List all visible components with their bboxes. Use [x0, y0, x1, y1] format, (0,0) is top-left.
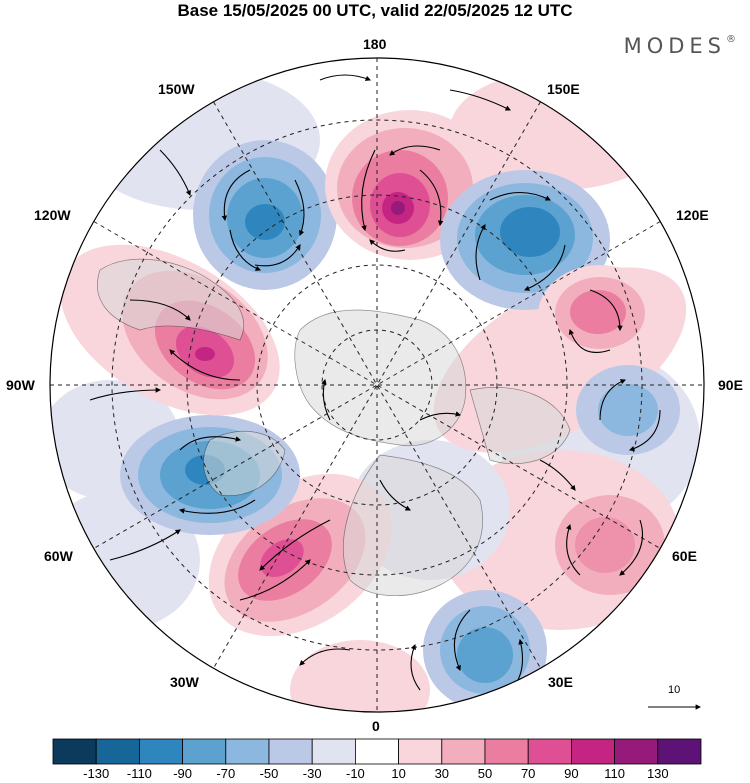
colorbar-swatch — [657, 738, 702, 765]
colorbar-swatch — [311, 738, 356, 765]
lon-label-30e: 30E — [548, 674, 573, 690]
lon-label-150e: 150E — [547, 81, 580, 97]
lon-label-30w: 30W — [170, 674, 199, 690]
lon-label-120e: 120E — [676, 207, 709, 223]
anomaly-neg-30e — [423, 590, 547, 710]
lon-label-60w: 60W — [44, 548, 73, 564]
map-title: Base 15/05/2025 00 UTC, valid 22/05/2025… — [177, 1, 573, 20]
anomaly-pos-60e — [555, 495, 665, 595]
colorbar-tick-label: 30 — [434, 766, 450, 781]
colorbar-tick-label: 130 — [646, 766, 669, 781]
colorbar-swatch — [398, 738, 443, 765]
colorbar-swatch — [138, 738, 183, 765]
lon-label-90w: 90W — [6, 377, 35, 393]
lon-label-0: 0 — [372, 718, 380, 734]
colorbar-swatch — [484, 738, 529, 765]
colorbar-swatch — [52, 738, 97, 765]
colorbar-tick-label: -70 — [216, 766, 236, 781]
graticule — [50, 58, 704, 712]
anomaly-pos-110e — [538, 265, 662, 365]
colorbar-tick-label: -10 — [345, 766, 365, 781]
lon-label-180: 180 — [363, 36, 387, 52]
map-border — [49, 57, 705, 713]
colorbar-tick-label: 10 — [391, 766, 406, 781]
anomaly-neg-90e — [576, 365, 680, 455]
wind-vectors — [89, 74, 661, 701]
lon-label-90e: 90E — [718, 377, 743, 393]
colorbar-tick-label: 110 — [604, 766, 625, 781]
colorbar-swatch — [441, 738, 486, 765]
colorbar-swatch — [571, 738, 616, 765]
modes-logo: MODES® — [623, 34, 736, 58]
colorbar-tick-label: 90 — [564, 766, 579, 781]
anomaly-field — [50, 58, 704, 712]
lon-label-60e: 60E — [672, 548, 697, 564]
colorbar-swatch — [95, 738, 140, 765]
lon-label-150w: 150W — [158, 81, 195, 97]
reference-vector-label: 10 — [668, 684, 681, 696]
colorbar-tick-label: -50 — [259, 766, 279, 781]
colorbar-swatch — [268, 738, 313, 765]
lon-label-120w: 120W — [34, 207, 71, 223]
colorbar-swatch — [225, 738, 270, 765]
colorbar-tick-label: -90 — [173, 766, 192, 781]
colorbar-tick-label: -30 — [302, 766, 322, 781]
colorbar-swatch — [614, 738, 659, 765]
colorbar-tick-label: 50 — [477, 766, 493, 781]
colorbar-swatch — [527, 738, 572, 765]
colorbar-swatch — [354, 738, 399, 765]
colorbar-tick-label: 70 — [520, 766, 536, 781]
land-masses — [97, 258, 571, 597]
anomaly-neg-150w — [193, 140, 337, 290]
colorbar-swatch — [182, 738, 227, 765]
colorbar-tick-label: -130 — [83, 766, 110, 781]
colorbar — [52, 738, 702, 765]
colorbar-tick-label: -110 — [126, 766, 152, 781]
